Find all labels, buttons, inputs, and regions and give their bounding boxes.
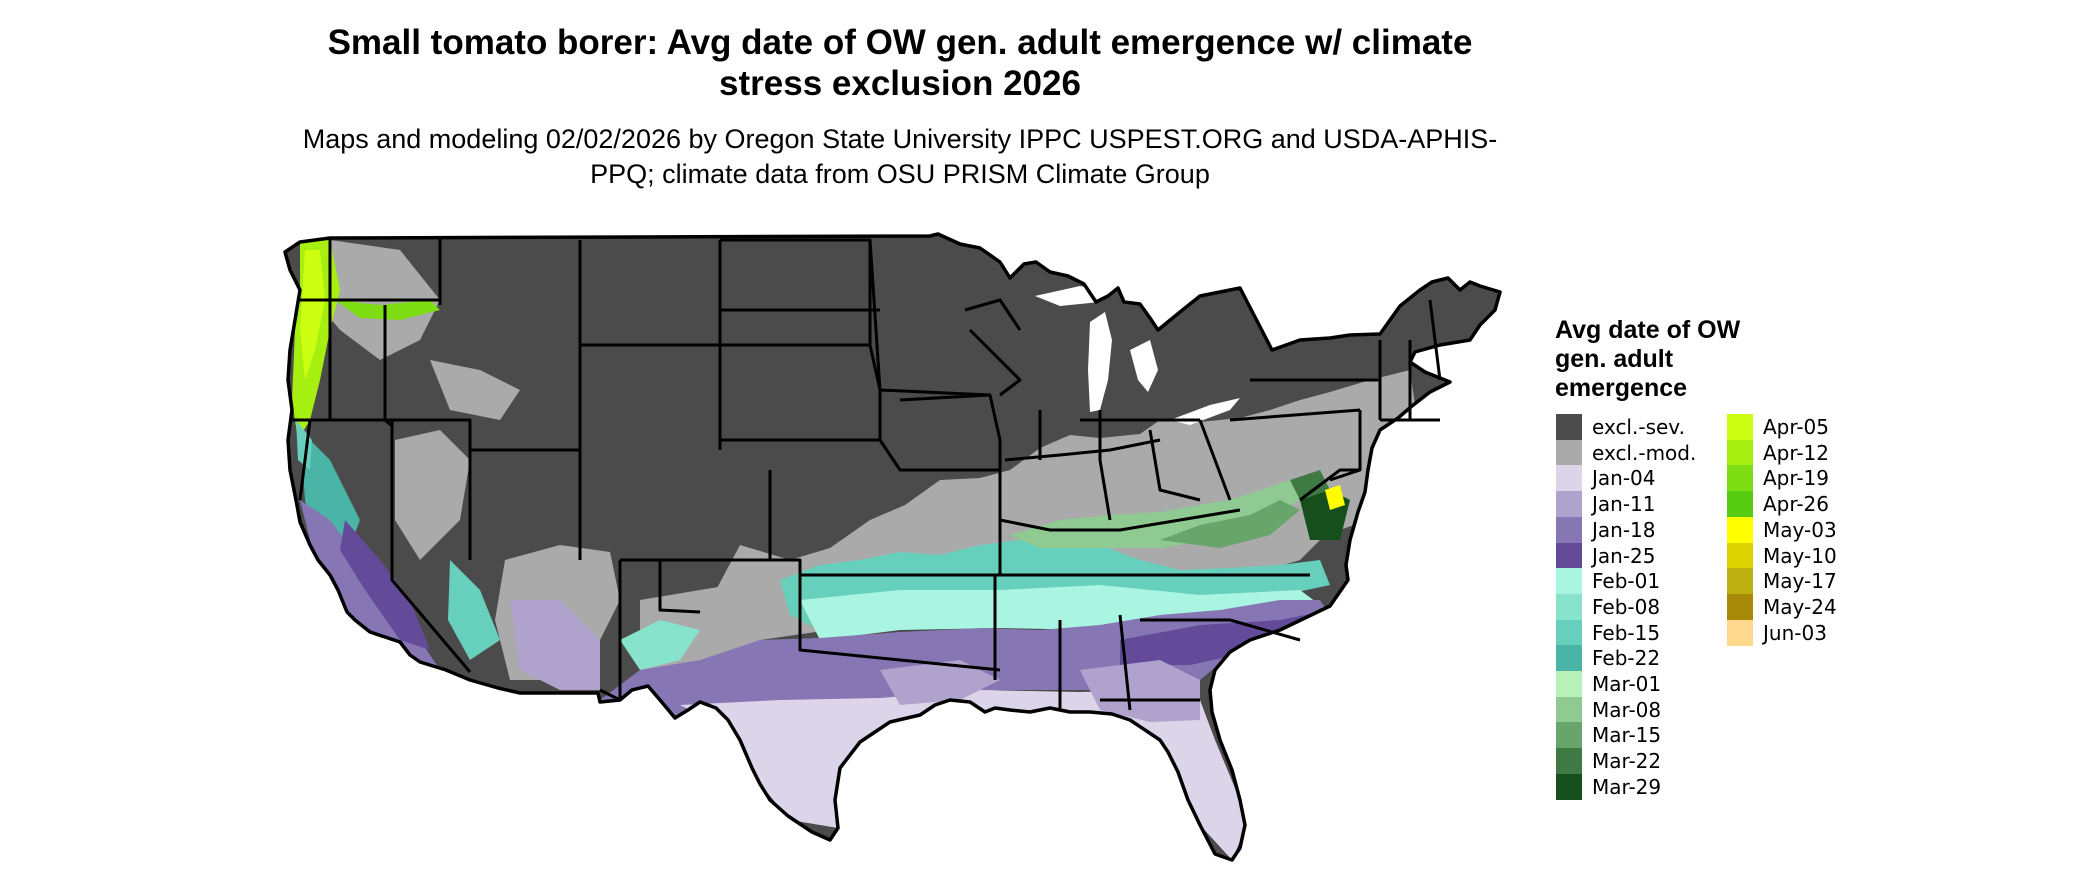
state-border [968, 328, 1022, 397]
state-border [599, 688, 621, 702]
zone-excl-mod [395, 430, 470, 560]
zone-apr-05 [300, 250, 325, 380]
state-border [1148, 429, 1201, 502]
state-border [1118, 614, 1132, 711]
zone-jan-11 [880, 660, 1000, 705]
zone-feb-08 [620, 620, 700, 670]
legend-label: Mar-08 [1592, 697, 1662, 722]
zone-mar-15 [1160, 500, 1300, 548]
state-border [879, 388, 1002, 470]
legend-label: May-10 [1763, 543, 1837, 568]
legend-label: Jan-11 [1592, 492, 1656, 517]
lake-erie [1170, 398, 1240, 425]
emergence-zones [285, 234, 1500, 860]
legend-swatch [1556, 414, 1582, 440]
legend-label: Mar-15 [1592, 723, 1662, 748]
lake-michigan [1088, 312, 1112, 412]
zone-apr-19 [335, 300, 440, 320]
state-border [964, 298, 1022, 331]
legend-swatch [1556, 773, 1582, 800]
legend-label: Apr-26 [1763, 492, 1829, 517]
legend-label: Mar-29 [1592, 774, 1662, 799]
map-title: Small tomato borer: Avg date of OW gen. … [327, 23, 1473, 103]
state-border [878, 439, 1000, 472]
legend-label: Apr-12 [1763, 440, 1829, 465]
legend-label: May-03 [1763, 517, 1837, 542]
legend-swatch [1556, 748, 1582, 775]
zone-feb-15 [296, 420, 312, 470]
legend-title: Avg date of OW gen. adult emergence [1555, 316, 1741, 402]
legend-swatch [1556, 491, 1582, 518]
legend-label: Jan-25 [1592, 543, 1656, 568]
state-border [620, 558, 880, 577]
legend-swatch [1727, 439, 1753, 466]
zone-jan-11 [510, 600, 600, 690]
state-border [868, 239, 882, 391]
legend-swatch [1727, 568, 1753, 595]
legend-swatch [1727, 593, 1753, 620]
legend-swatch [1556, 593, 1582, 620]
legend-swatch [1556, 439, 1582, 466]
state-border [1229, 408, 1361, 422]
legend-swatch [1727, 465, 1753, 492]
state-border [392, 418, 472, 560]
legend-label: Mar-22 [1592, 749, 1662, 774]
legend-label: May-24 [1763, 594, 1837, 619]
state-border [1004, 438, 1161, 462]
legend-swatch [1727, 414, 1753, 440]
legend-swatch [1727, 619, 1753, 646]
zone-jan-18 [600, 600, 1330, 720]
state-border [1198, 419, 1232, 501]
lake-huron [1130, 340, 1158, 392]
legend-swatch [1727, 491, 1753, 518]
legend-swatch [1556, 619, 1582, 646]
legend-label: Apr-19 [1763, 466, 1829, 491]
zone-jan-25 [1120, 600, 1340, 665]
map-subtitle: Maps and modeling 02/02/2026 by Oregon S… [302, 124, 1498, 189]
state-border [390, 420, 472, 673]
legend-label: Mar-01 [1592, 672, 1662, 696]
legend-label: May-17 [1763, 569, 1837, 594]
zone-jan-04 [680, 690, 1245, 860]
legend-swatch [1556, 465, 1582, 492]
legend-label: Jan-04 [1592, 466, 1656, 491]
legend-swatch [1556, 516, 1582, 543]
us-map [283, 232, 1502, 862]
state-border [1428, 299, 1442, 381]
state-border [1098, 410, 1112, 521]
state-border [899, 393, 991, 402]
zone-excl-mod [430, 360, 520, 420]
legend-label: excl.-sev. [1592, 415, 1685, 439]
legend-label: Feb-22 [1592, 646, 1661, 671]
legend-swatch [1556, 722, 1582, 749]
legend-label: Apr-05 [1763, 415, 1829, 439]
state-border [1299, 468, 1360, 502]
state-border [798, 575, 1001, 672]
legend-label: Feb-01 [1592, 569, 1661, 594]
legend-label: Feb-08 [1592, 594, 1661, 619]
legend-label: Feb-15 [1592, 620, 1661, 645]
legend-swatch [1556, 671, 1582, 697]
legend-swatch [1556, 645, 1582, 672]
state-boundaries [283, 232, 1502, 862]
zone-may-03 [1325, 485, 1345, 510]
zone-jan-25 [340, 520, 430, 650]
legend-swatch [1727, 516, 1753, 543]
state-border [999, 508, 1241, 532]
legend-label: excl.-mod. [1592, 440, 1697, 465]
legend-swatch [1556, 542, 1582, 569]
legend-swatch [1556, 568, 1582, 595]
state-border [658, 560, 701, 614]
zone-jan-11 [1080, 660, 1200, 722]
legend-label: Jun-03 [1763, 620, 1827, 645]
legend-label: Jan-18 [1592, 517, 1656, 542]
state-border [298, 419, 312, 501]
legend-swatch [1727, 542, 1753, 569]
us-outline [283, 232, 1502, 862]
zone-feb-01 [800, 585, 1320, 640]
state-border [1140, 618, 1301, 642]
zone-feb-15 [448, 560, 500, 660]
legend-swatch [1556, 696, 1582, 723]
